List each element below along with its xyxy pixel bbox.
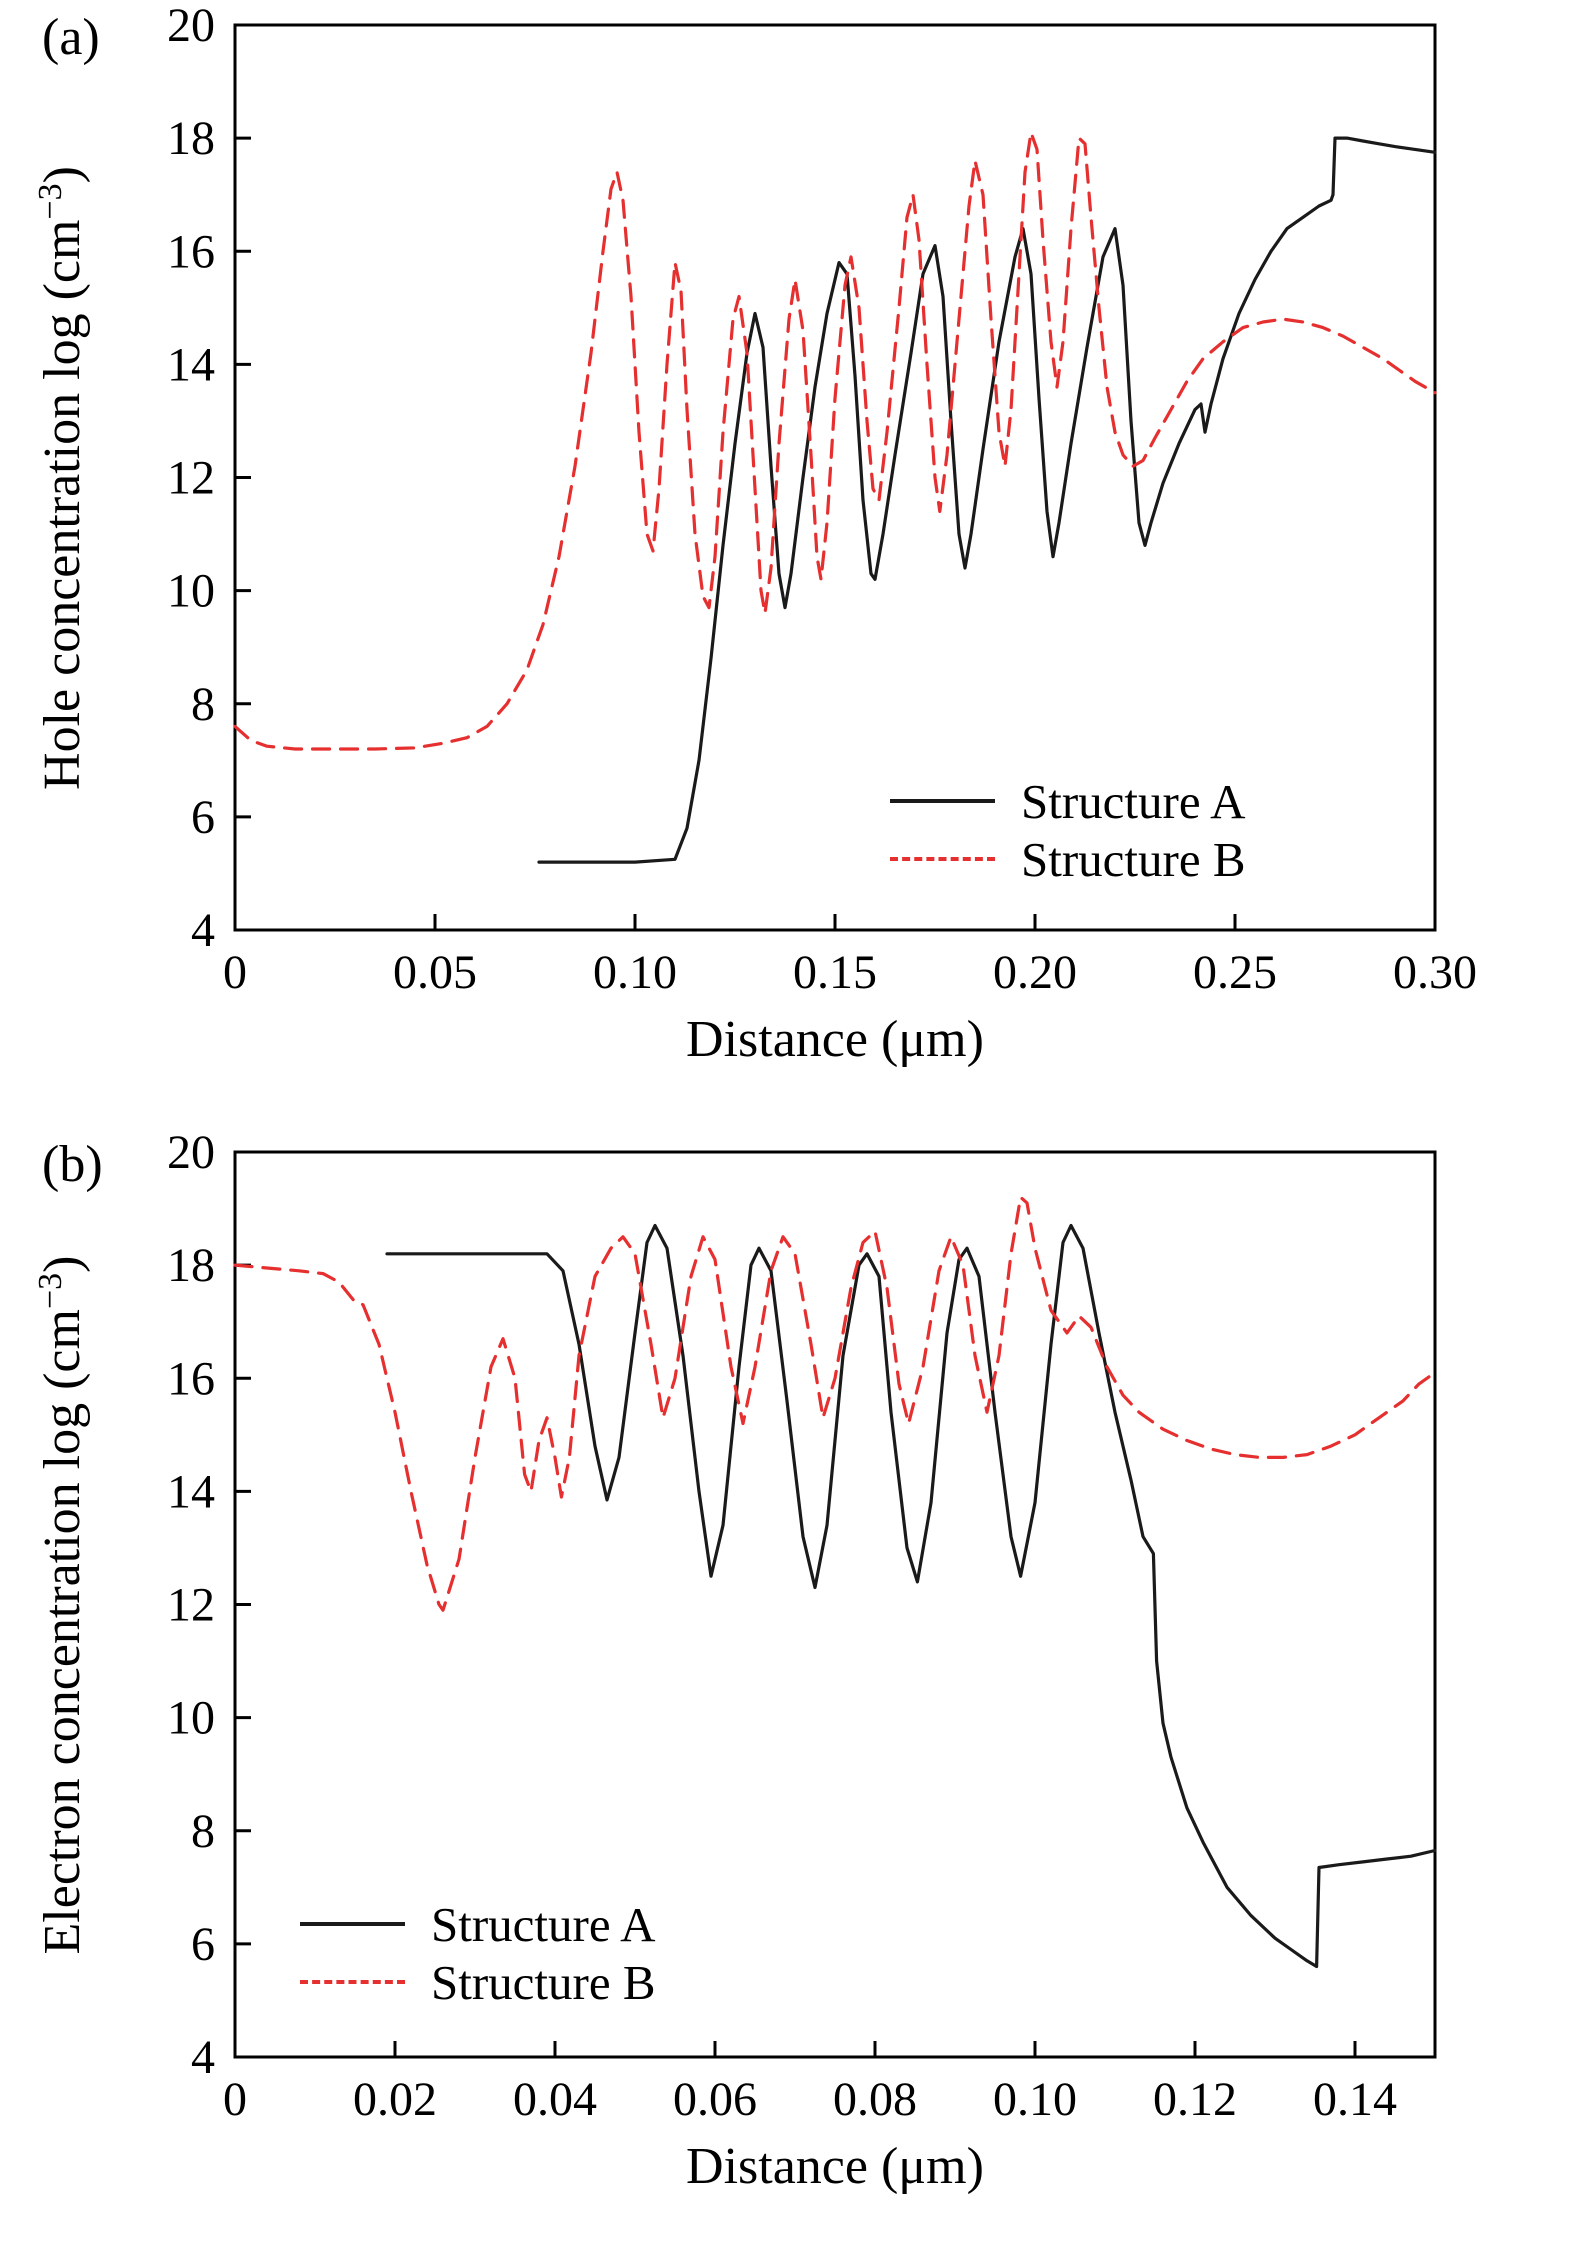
panel-a-y-axis-label-text: Hole concentration log (cm (34, 219, 92, 790)
y-tick-label: 6 (191, 1918, 215, 1971)
x-tick-label: 0.10 (993, 2073, 1077, 2126)
y-tick-label: 20 (167, 0, 215, 52)
x-tick-label: 0.06 (673, 2073, 757, 2126)
legend-entry-structure-a: Structure A (300, 1895, 656, 1953)
y-tick-label: 10 (167, 565, 215, 618)
legend-label-structure-b: Structure B (431, 1954, 656, 2010)
y-tick-label: 10 (167, 1692, 215, 1745)
panel-a-y-axis-label: Hole concentration log (cm−3) (32, 166, 92, 790)
y-tick-label: 18 (167, 112, 215, 165)
y-tick-label: 18 (167, 1239, 215, 1292)
panel-b-y-axis-label-suffix: ) (34, 1255, 92, 1273)
x-tick-label: 0.08 (833, 2073, 917, 2126)
panel-b: 0 0.02 0.04 0.06 0.08 0.10 0.12 0.14 4 6 8 10 12 14 16… (0, 1127, 1575, 2247)
x-tick-label: 0.02 (353, 2073, 437, 2126)
panel-b-y-axis-label-superscript: −3 (31, 1272, 69, 1310)
x-tick-label: 0 (223, 946, 247, 999)
panel-b-y-axis-label-text: Electron concentration log (cm (34, 1309, 92, 1955)
panel-b-plot: 0 0.02 0.04 0.06 0.08 0.10 0.12 0.14 4 6 8 10 12 14 16… (167, 1127, 1437, 2126)
x-tick-label: 0.04 (513, 2073, 597, 2126)
x-tick-label: 0 (223, 2073, 247, 2126)
panel-a: 0 0.05 0.10 0.15 0.20 0.25 0.30 4 6 8 10 12 14 16 18 20… (0, 0, 1575, 1120)
panel-a-legend: Structure A Structure B (890, 772, 1246, 888)
y-tick-label: 8 (191, 678, 215, 731)
y-tick-label: 6 (191, 791, 215, 844)
x-tick-label: 0.12 (1153, 2073, 1237, 2126)
y-tick-label: 20 (167, 1127, 215, 1179)
x-tick-label: 0.25 (1193, 946, 1277, 999)
legend-entry-structure-a: Structure A (890, 772, 1246, 830)
y-tick-label: 12 (167, 1579, 215, 1632)
structure-a-line-sample (300, 1922, 405, 1926)
series-structure-b-line (233, 130, 1437, 751)
structure-b-line-sample (890, 857, 995, 861)
series-structure-a-line (537, 136, 1437, 864)
panel-a-plot: 0 0.05 0.10 0.15 0.20 0.25 0.30 4 6 8 10 12 14 16 18 20 (167, 0, 1477, 999)
plot-frame (233, 23, 1437, 932)
x-tick-label: 0.20 (993, 946, 1077, 999)
legend-label-structure-b: Structure B (1021, 831, 1246, 887)
panel-b-legend: Structure A Structure B (300, 1895, 656, 2011)
y-tick-label: 4 (191, 2031, 215, 2084)
panel-b-x-axis-label: Distance (μm) (686, 2138, 984, 2195)
panel-b-label: (b) (42, 1136, 103, 1193)
y-tick-label: 12 (167, 452, 215, 505)
y-tick-label: 16 (167, 1352, 215, 1405)
panel-b-y-axis-label: Electron concentration log (cm−3) (32, 1256, 92, 1955)
legend-label-structure-a: Structure A (1021, 773, 1246, 829)
y-tick-label: 14 (167, 1465, 215, 1518)
legend-label-structure-a: Structure A (431, 1896, 656, 1952)
x-tick-label: 0.05 (393, 946, 477, 999)
x-tick-label: 0.10 (593, 946, 677, 999)
panel-a-label: (a) (42, 9, 100, 66)
y-tick-label: 8 (191, 1805, 215, 1858)
x-tick-label: 0.14 (1313, 2073, 1397, 2126)
y-tick-label: 4 (191, 904, 215, 957)
legend-entry-structure-b: Structure B (890, 830, 1246, 888)
structure-b-line-sample (300, 1980, 405, 1984)
y-tick-label: 16 (167, 225, 215, 278)
x-tick-label: 0.30 (1393, 946, 1477, 999)
y-tick-label: 14 (167, 338, 215, 391)
legend-entry-structure-b: Structure B (300, 1953, 656, 2011)
panel-a-y-axis-label-superscript: −3 (31, 183, 69, 220)
x-tick-label: 0.15 (793, 946, 877, 999)
series-structure-b-line (233, 1195, 1437, 1612)
panel-a-x-axis-label: Distance (μm) (686, 1011, 984, 1068)
panel-a-y-axis-label-suffix: ) (34, 166, 92, 184)
structure-a-line-sample (890, 799, 995, 803)
series-structure-a-line (385, 1223, 1437, 1969)
